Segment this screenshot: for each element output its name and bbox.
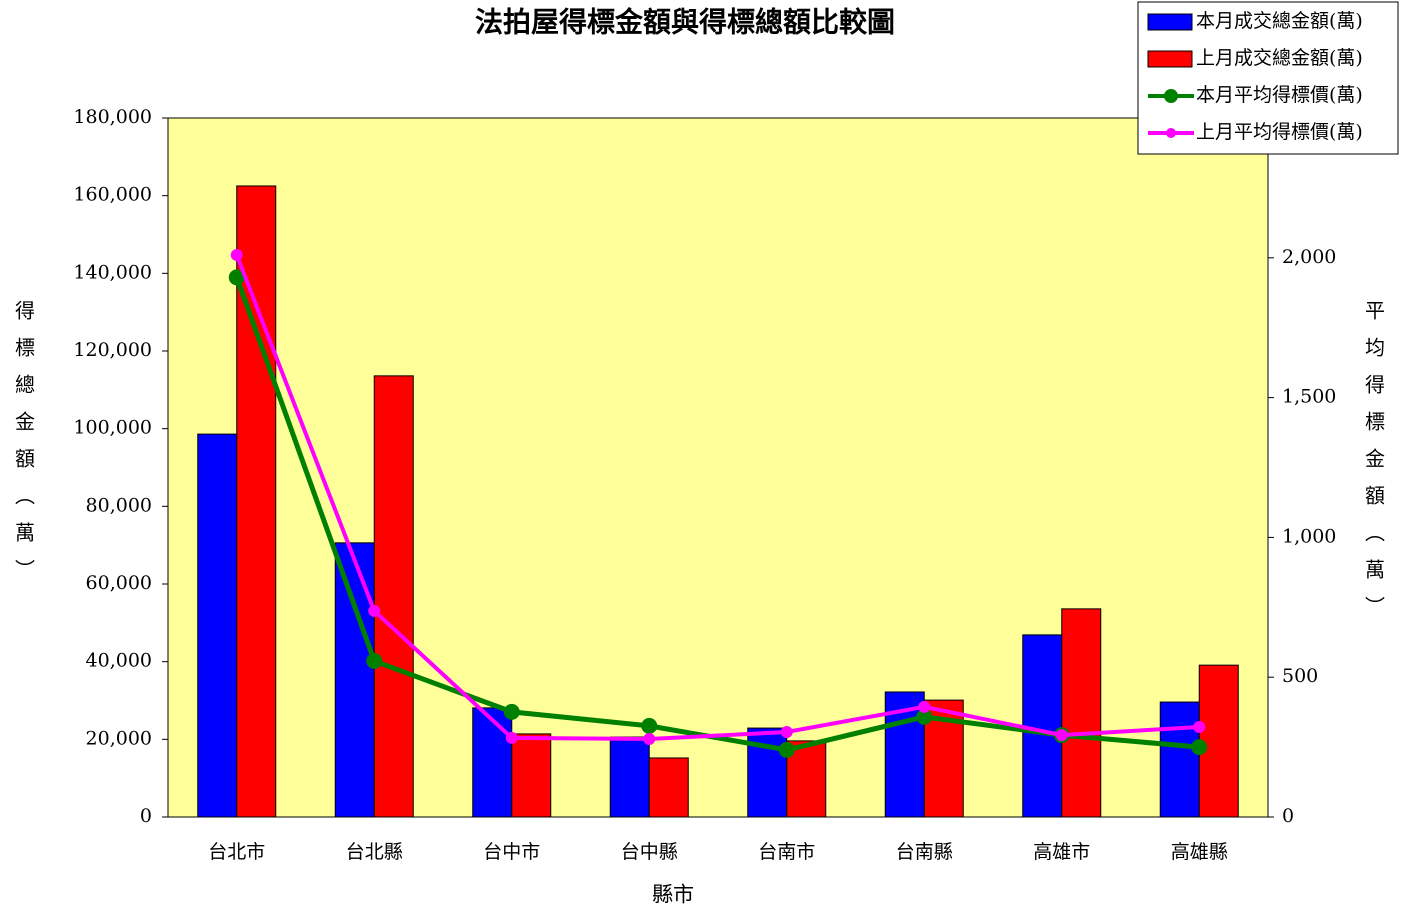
legend-swatch — [1147, 13, 1193, 31]
legend-label: 上月成交總金額(萬) — [1196, 47, 1363, 69]
x-tick-label: 台北縣 — [346, 841, 403, 863]
point — [230, 249, 243, 262]
y2-tick-label: 500 — [1282, 665, 1318, 687]
legend-label: 上月平均得標價(萬) — [1196, 121, 1363, 143]
y2-tick-label: 0 — [1282, 805, 1294, 827]
y2-tick-label: 1,000 — [1282, 525, 1336, 547]
point — [1191, 739, 1208, 756]
y-tick-label: 60,000 — [86, 572, 152, 594]
point — [1055, 729, 1068, 742]
chart-title: 法拍屋得標金額與得標總額比較圖 — [475, 6, 895, 39]
y-tick-label: 80,000 — [86, 494, 152, 516]
bar — [1159, 701, 1200, 818]
y-tick-label: 40,000 — [86, 650, 152, 672]
y-tick-label: 140,000 — [73, 261, 152, 283]
y-tick-label: 160,000 — [73, 184, 152, 206]
point — [641, 717, 658, 734]
point — [368, 604, 381, 617]
y2-tick-label: 2,000 — [1282, 246, 1336, 268]
x-tick-label: 台南市 — [758, 841, 815, 863]
point — [918, 700, 931, 713]
line — [234, 254, 1200, 741]
y-tick-label: 180,000 — [73, 106, 152, 128]
legend-marker — [1166, 128, 1176, 138]
plot-area — [167, 117, 1269, 818]
y2-tick-label: 1,500 — [1282, 386, 1336, 408]
point — [916, 708, 933, 725]
y-tick-label: 0 — [140, 805, 152, 827]
legend-marker — [1164, 89, 1178, 103]
y-tick-label: 100,000 — [73, 417, 152, 439]
point — [780, 726, 793, 739]
point — [778, 741, 795, 758]
bar — [648, 757, 689, 818]
y-tick-label: 20,000 — [86, 727, 152, 749]
legend-label: 本月平均得標價(萬) — [1196, 84, 1363, 106]
point — [1193, 720, 1206, 733]
legend-swatch — [1147, 50, 1193, 68]
bar — [373, 375, 414, 818]
bar — [1061, 608, 1102, 818]
bar — [1022, 634, 1063, 818]
bar — [747, 727, 788, 818]
x-tick-label: 台中市 — [483, 841, 540, 863]
legend-label: 本月成交總金額(萬) — [1196, 10, 1363, 32]
bar — [472, 707, 513, 818]
point — [505, 731, 518, 744]
bar — [197, 433, 238, 818]
point — [366, 652, 383, 669]
y-axis-title: 得標總金額（萬） — [12, 300, 36, 596]
point — [503, 703, 520, 720]
bar — [1198, 664, 1239, 818]
x-tick-label: 高雄市 — [1033, 841, 1090, 863]
x-tick-label: 高雄縣 — [1171, 841, 1228, 863]
point — [228, 269, 245, 286]
x-tick-label: 台中縣 — [621, 841, 678, 863]
bar — [511, 733, 552, 818]
x-tick-label: 台南縣 — [896, 841, 953, 863]
x-tick-label: 台北市 — [208, 841, 265, 863]
point — [643, 732, 656, 745]
y2-axis-title: 平均得標金額（萬） — [1362, 300, 1386, 633]
x-axis-title: 縣市 — [652, 883, 694, 907]
y-tick-label: 120,000 — [73, 339, 152, 361]
bar — [609, 736, 650, 818]
bar — [334, 542, 375, 818]
